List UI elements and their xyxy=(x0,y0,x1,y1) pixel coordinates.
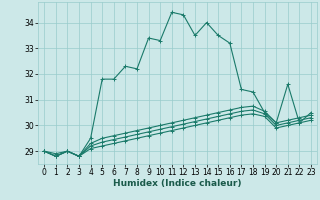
X-axis label: Humidex (Indice chaleur): Humidex (Indice chaleur) xyxy=(113,179,242,188)
